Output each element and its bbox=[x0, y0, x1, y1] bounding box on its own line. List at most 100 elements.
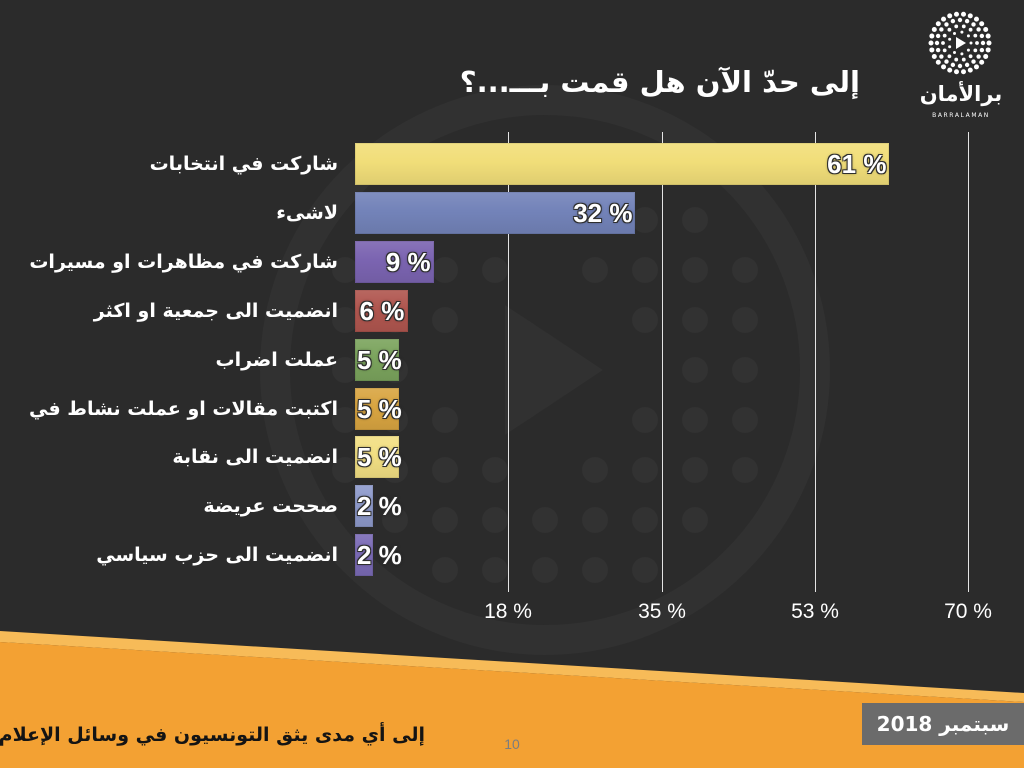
watermark-dot bbox=[432, 407, 458, 433]
category-label: انضميت الى حزب سياسي bbox=[96, 544, 338, 567]
watermark-dot bbox=[632, 407, 658, 433]
watermark-dot bbox=[732, 357, 758, 383]
logo-dot bbox=[948, 37, 952, 41]
x-tick-label: 35 % bbox=[638, 600, 686, 623]
watermark-play-icon bbox=[505, 305, 603, 435]
logo-dot bbox=[947, 67, 953, 73]
category-label: انضميت الى جمعية او اكثر bbox=[93, 299, 338, 322]
footer-band bbox=[0, 642, 1024, 768]
value-label: 32 % bbox=[573, 197, 633, 228]
gridline bbox=[968, 132, 969, 592]
watermark-dot bbox=[682, 457, 708, 483]
logo-dot bbox=[954, 11, 959, 17]
watermark-dot bbox=[332, 257, 358, 283]
logo-dot bbox=[944, 59, 949, 64]
logo-dot bbox=[967, 13, 973, 19]
watermark-dot bbox=[432, 457, 458, 483]
logo-dot bbox=[931, 27, 937, 33]
watermark-dot bbox=[332, 407, 358, 433]
logo-dot bbox=[976, 27, 981, 32]
logo-dot bbox=[985, 33, 991, 39]
slide-title: إلى حدّ الآن هل قمت بـــ...؟ bbox=[459, 65, 860, 99]
logo-dot bbox=[979, 33, 985, 39]
watermark-dot bbox=[482, 507, 508, 533]
logo-dot bbox=[935, 33, 941, 39]
survey-title: إلى أي مدى يثق التونسيون في وسائل الإعلا… bbox=[0, 724, 425, 746]
logo-dot bbox=[942, 33, 947, 38]
watermark-dot bbox=[682, 307, 708, 333]
brand-name: برالأمان bbox=[919, 82, 1003, 106]
watermark-dot bbox=[432, 507, 458, 533]
watermark-dot bbox=[432, 557, 458, 583]
x-tick-label: 53 % bbox=[791, 600, 839, 623]
logo-dot bbox=[979, 59, 985, 65]
logo-dot bbox=[967, 67, 973, 73]
logo-dot bbox=[966, 34, 970, 38]
value-label: 9 % bbox=[385, 246, 431, 277]
bar bbox=[355, 338, 399, 381]
value-label: 5 % bbox=[357, 393, 402, 424]
watermark-dot bbox=[332, 357, 358, 383]
logo-dot bbox=[971, 59, 976, 64]
logo-dot bbox=[947, 27, 952, 32]
logo-dot bbox=[985, 47, 991, 53]
bar bbox=[355, 485, 373, 528]
logo-dot bbox=[941, 41, 945, 45]
page-number: 10 bbox=[504, 736, 520, 752]
watermark-dot bbox=[632, 507, 658, 533]
watermark-dot bbox=[732, 257, 758, 283]
watermark-dot bbox=[582, 257, 608, 283]
logo-dot bbox=[950, 18, 956, 24]
watermark-dot bbox=[632, 457, 658, 483]
logo-dot bbox=[976, 54, 981, 59]
category-label: عملت اضراب bbox=[215, 348, 339, 371]
logo-dot bbox=[979, 47, 985, 53]
gridline bbox=[815, 132, 816, 592]
category-label: انضميت الى نقابة bbox=[172, 446, 338, 469]
logo-dot bbox=[961, 57, 966, 62]
logo-play-icon bbox=[956, 37, 966, 49]
brand-subtitle: BARRALAMAN bbox=[932, 112, 990, 119]
value-label: 61 % bbox=[827, 149, 887, 179]
watermark-dot bbox=[632, 257, 658, 283]
x-tick-label: 18 % bbox=[484, 600, 532, 623]
watermark-dot bbox=[532, 557, 558, 583]
logo-dot bbox=[983, 27, 989, 33]
category-label: لاشىء bbox=[276, 201, 338, 224]
date-label: سبتمبر 2018 bbox=[876, 712, 1010, 736]
watermark-dot bbox=[582, 457, 608, 483]
logo-dot bbox=[950, 62, 956, 68]
logo-dot bbox=[973, 33, 978, 38]
category-label: شاركت في انتخابات bbox=[149, 153, 338, 175]
logo-dot bbox=[942, 48, 947, 53]
watermark-dot bbox=[682, 507, 708, 533]
logo-dot bbox=[929, 47, 935, 53]
logo-dot bbox=[966, 48, 970, 52]
bar bbox=[355, 289, 408, 332]
watermark-dot bbox=[482, 457, 508, 483]
value-label: 5 % bbox=[357, 344, 402, 375]
logo-dot bbox=[954, 24, 959, 29]
logo-dot bbox=[971, 22, 976, 27]
category-label: صححت عريضة bbox=[203, 495, 338, 518]
bar bbox=[355, 240, 434, 283]
logo-dot bbox=[986, 40, 992, 46]
category-label: اكتبت مقالات او عملت نشاط في bbox=[29, 397, 338, 420]
logo-dot bbox=[980, 40, 986, 46]
logo-dot bbox=[953, 51, 956, 55]
logo-dot bbox=[929, 33, 935, 39]
footer-accent-stripe bbox=[0, 631, 1024, 702]
logo-dot bbox=[935, 59, 941, 65]
date-badge: سبتمبر 2018 bbox=[862, 703, 1024, 745]
watermark-dot bbox=[632, 207, 658, 233]
logo-dot bbox=[964, 62, 970, 68]
watermark-dot bbox=[682, 257, 708, 283]
logo-dot bbox=[934, 40, 940, 46]
watermark-dot bbox=[582, 557, 608, 583]
logo-dot bbox=[968, 27, 973, 32]
bar bbox=[355, 436, 399, 479]
logo-dot bbox=[928, 40, 934, 46]
watermark-dot bbox=[382, 507, 408, 533]
logo-dot bbox=[941, 64, 947, 70]
